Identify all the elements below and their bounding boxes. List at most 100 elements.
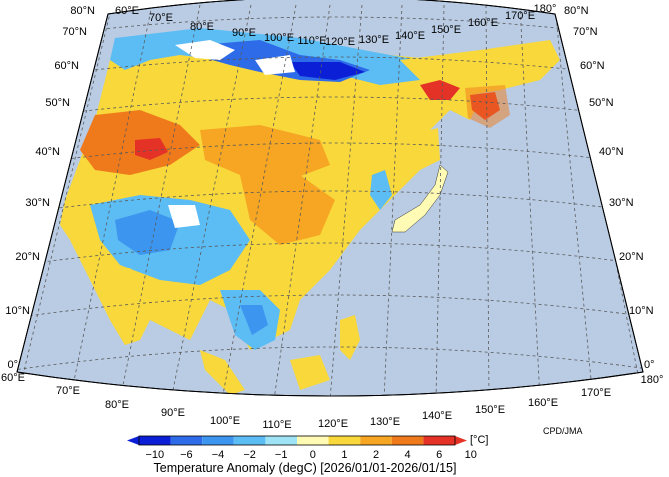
colorbar-left-arrow bbox=[127, 436, 139, 445]
latitude-label-left: 60°N bbox=[54, 60, 79, 72]
colorbar-tick-label: 0 bbox=[310, 449, 316, 461]
land-india bbox=[95, 268, 150, 345]
parallel-line bbox=[17, 294, 643, 321]
longitude-label-bottom: 110°E bbox=[262, 419, 291, 431]
longitude-label-top: 130°E bbox=[359, 34, 389, 46]
longitude-labels-bottom: 60°E 70°E 80°E 90°E 100°E 110°E 120°E 130°E 140°… bbox=[1, 372, 663, 431]
latitude-labels-left: 80°N 70°N 60°N 50°N 40°N 30°N 20°N 10°N 0° bbox=[5, 5, 95, 371]
parallel-line bbox=[17, 346, 643, 373]
parallel-line bbox=[17, 142, 643, 169]
longitude-label-bottom: 170°E bbox=[581, 387, 611, 399]
longitude-label-top: 100°E bbox=[264, 32, 294, 44]
colorbar-segment bbox=[328, 436, 361, 445]
latitude-label-right: 20°N bbox=[619, 251, 644, 263]
colorbar-tick-label: −6 bbox=[180, 449, 193, 461]
longitude-label-top: 150°E bbox=[431, 24, 461, 36]
colorbar-tick-label: −10 bbox=[145, 449, 164, 461]
parallel-line bbox=[17, 96, 643, 123]
meridian-line bbox=[329, 4, 363, 396]
latitude-label-left: 30°N bbox=[25, 197, 50, 209]
colorbar-segment bbox=[423, 436, 455, 445]
longitude-label-bottom: 120°E bbox=[318, 418, 348, 430]
colorbar-segment bbox=[265, 436, 297, 445]
map-credit: CPD/JMA bbox=[543, 426, 583, 436]
land-se-asia-deep bbox=[240, 305, 268, 335]
latitude-label-right: 50°N bbox=[589, 97, 614, 109]
colorbar-segment bbox=[360, 436, 392, 445]
latitude-label-left: 50°N bbox=[45, 97, 70, 109]
snow-white-patch bbox=[175, 40, 235, 60]
meridian-line bbox=[221, 4, 297, 396]
land-sakhalin bbox=[430, 128, 440, 162]
latitude-label-right: 30°N bbox=[609, 197, 634, 209]
colorbar-segment bbox=[202, 436, 234, 445]
longitude-label-bottom: 90°E bbox=[161, 407, 185, 419]
land-tibet-white bbox=[168, 205, 200, 228]
land-sumatra bbox=[200, 350, 245, 395]
meridian-line bbox=[170, 4, 252, 396]
latitude-label-left: 0° bbox=[7, 359, 18, 371]
longitude-label-bottom: 70°E bbox=[56, 385, 80, 397]
longitude-label-bottom: 150°E bbox=[475, 404, 505, 416]
land-far-east-hot bbox=[420, 80, 460, 100]
colorbar-segment bbox=[170, 436, 203, 445]
map-border bbox=[16, 0, 644, 397]
map-content bbox=[60, 28, 560, 395]
longitude-label-top: 180° bbox=[534, 3, 557, 15]
land-tibet-deep bbox=[115, 210, 180, 255]
longitude-label-top: 90°E bbox=[232, 27, 256, 39]
colorbar-tick-label: 4 bbox=[405, 449, 411, 461]
colorbar-tick-label: 10 bbox=[465, 449, 477, 461]
latitude-label-right: 60°N bbox=[580, 60, 605, 72]
meridian-line bbox=[554, 4, 594, 396]
longitude-label-top: 60°E bbox=[115, 5, 139, 17]
latitude-label-right: 70°N bbox=[573, 26, 598, 38]
colorbar-tick-label: −2 bbox=[243, 449, 256, 461]
land-japan bbox=[391, 164, 449, 233]
land-korea bbox=[370, 170, 392, 210]
colorbar-tick-label: −1 bbox=[275, 449, 288, 461]
colorbar: −10 −6 −4 −2 −1 0 1 2 4 6 10 bbox=[127, 435, 477, 461]
map-title: Temperature Anomaly (degC) [2026/01/01-2… bbox=[154, 461, 457, 475]
longitude-label-bottom: 100°E bbox=[210, 415, 240, 427]
longitude-label-top: 80°E bbox=[190, 21, 214, 33]
latitude-label-left: 20°N bbox=[15, 251, 40, 263]
land-mongolia-orange bbox=[200, 125, 330, 180]
snow-white-patch-2 bbox=[255, 55, 295, 75]
land-borneo bbox=[290, 355, 330, 390]
longitude-label-top: 120°E bbox=[325, 36, 355, 48]
colorbar-unit: [°C] bbox=[470, 434, 488, 446]
latitude-labels-right: 80°N 70°N 60°N 50°N 40°N 30°N 20°N 10°N 0° bbox=[564, 5, 655, 371]
longitude-label-top: 70°E bbox=[149, 12, 173, 24]
longitude-label-top: 170°E bbox=[505, 10, 535, 22]
parallel-line bbox=[17, 190, 643, 217]
meridian-line bbox=[69, 4, 153, 396]
longitude-label-bottom: 140°E bbox=[422, 410, 452, 422]
longitude-label-bottom: 180° bbox=[641, 374, 664, 386]
land-philippines bbox=[340, 315, 360, 360]
colorbar-tick-label: 6 bbox=[436, 449, 442, 461]
colorbar-segment bbox=[233, 436, 266, 445]
land-kamchatka-orange bbox=[465, 85, 510, 128]
longitude-label-bottom: 130°E bbox=[370, 416, 400, 428]
colorbar-tick-label: 2 bbox=[373, 449, 379, 461]
land-central-asia-red bbox=[135, 138, 168, 160]
latitude-label-left: 70°N bbox=[62, 26, 87, 38]
parallel-line bbox=[17, 242, 643, 269]
longitude-label-bottom: 60°E bbox=[1, 372, 25, 384]
meridian-line bbox=[273, 4, 331, 396]
meridian-line bbox=[119, 4, 201, 396]
colorbar-segment bbox=[139, 436, 171, 445]
longitude-label-top: 140°E bbox=[395, 30, 425, 42]
latitude-label-left: 40°N bbox=[35, 146, 60, 158]
land-siberia-coldest bbox=[290, 62, 365, 80]
colorbar-segment bbox=[391, 436, 424, 445]
longitude-label-top: 160°E bbox=[468, 17, 498, 29]
latitude-label-right: 10°N bbox=[629, 305, 654, 317]
longitude-label-top: 110°E bbox=[297, 35, 326, 47]
colorbar-right-arrow bbox=[455, 436, 467, 445]
colorbar-tick-label: −4 bbox=[212, 449, 225, 461]
latitude-label-left: 80°N bbox=[70, 5, 95, 17]
